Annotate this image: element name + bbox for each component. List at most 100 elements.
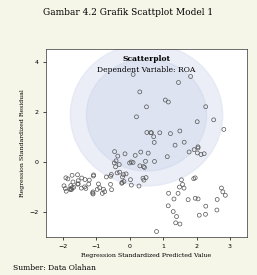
Point [100,191,104,196]
Point [70,185,74,190]
Point [192,147,196,152]
Point [137,184,141,188]
Point [128,177,133,182]
Point [197,213,201,218]
Point [87,178,91,182]
Point [91,174,95,178]
Point [145,130,149,135]
Point [178,129,182,133]
Point [196,197,200,201]
Point [138,90,142,94]
Point [219,186,224,190]
Point [143,159,148,164]
Point [166,204,170,208]
Point [131,160,135,165]
Point [71,185,76,189]
Point [204,204,208,208]
Text: Gambar 4.2 Grafik Scattplot Model 1: Gambar 4.2 Grafik Scattplot Model 1 [43,8,214,17]
Point [182,140,186,144]
Point [109,188,114,192]
Point [144,175,148,180]
Point [64,189,68,193]
Point [120,181,124,185]
Circle shape [86,59,207,171]
Point [195,120,199,124]
Point [146,151,150,155]
Point [76,178,80,183]
Point [144,105,149,109]
Point [223,193,227,197]
Circle shape [70,44,223,186]
Point [204,104,208,109]
Point [83,177,87,182]
Point [178,222,182,226]
Point [154,229,159,234]
Point [116,154,120,158]
Point [196,146,200,150]
Point [152,134,156,139]
Point [222,127,226,132]
Point [199,152,203,157]
Point [117,162,121,167]
Point [117,170,122,174]
Point [63,186,67,191]
Point [95,187,99,192]
Point [109,172,113,177]
Point [120,180,124,185]
Point [189,74,193,79]
Point [158,131,162,135]
X-axis label: Regression Standardized Predicted Value: Regression Standardized Predicted Value [81,253,212,258]
Point [91,190,95,194]
Point [180,182,185,187]
Point [91,192,95,196]
Point [112,161,116,165]
Point [186,197,190,202]
Point [221,190,225,194]
Point [176,80,180,85]
Point [173,143,177,147]
Point [174,221,178,225]
Point [127,161,132,165]
Point [113,149,117,154]
Point [215,208,219,212]
Point [71,180,75,184]
Point [138,164,142,168]
Point [142,178,146,182]
Point [69,183,73,188]
Point [133,153,137,158]
Point [66,177,70,181]
Point [76,182,80,186]
Point [70,173,74,177]
Point [80,176,84,180]
Point [195,151,199,155]
Point [122,179,126,184]
Point [175,214,179,219]
Point [167,191,171,196]
Point [193,176,197,180]
Point [129,183,133,187]
Point [115,171,119,175]
Point [168,131,172,136]
Point [103,189,107,194]
Point [196,145,200,149]
Point [152,159,157,164]
Point [68,187,72,191]
Point [62,184,66,188]
Point [102,187,106,191]
Point [149,131,153,135]
Point [134,115,139,119]
Point [104,175,108,179]
Point [69,187,73,192]
Point [123,152,127,156]
Point [166,100,170,104]
Point [179,178,183,182]
Point [129,160,133,164]
Point [192,177,196,181]
Point [187,150,191,154]
Point [171,209,175,214]
Point [82,185,87,189]
Point [141,176,145,180]
Point [193,196,197,200]
Point [121,175,125,179]
Point [152,140,156,145]
